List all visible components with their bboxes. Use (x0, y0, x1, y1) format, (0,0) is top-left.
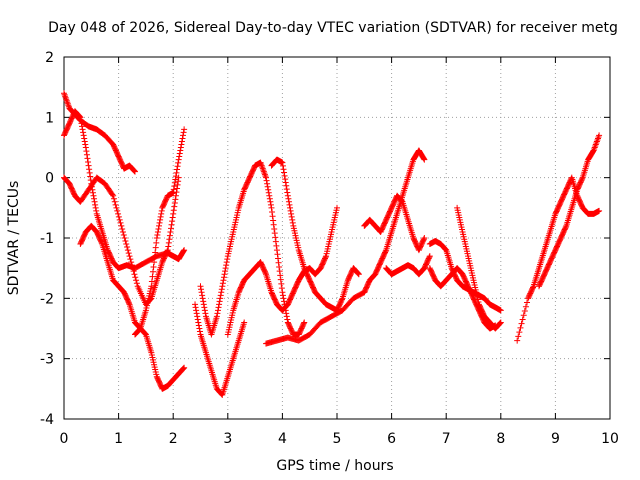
y-axis-label: SDTVAR / TECUs (6, 181, 22, 296)
series-pass-k (361, 147, 428, 296)
y-tick-label: 0 (45, 171, 54, 187)
series-pass-e (131, 126, 188, 338)
y-tick-label: -2 (40, 291, 54, 307)
series-pass-r (536, 132, 603, 290)
data-point-markers (197, 159, 308, 338)
x-tick-label: 1 (114, 431, 123, 447)
series-pass-p (454, 204, 504, 332)
data-point-markers (192, 301, 248, 398)
data-point-markers (454, 204, 504, 332)
y-tick-label: -1 (40, 231, 54, 247)
data-point-markers (514, 174, 603, 344)
data-point-markers (536, 132, 603, 290)
series-pass-h (224, 204, 340, 338)
x-tick-label: 10 (601, 431, 619, 447)
x-tick-label: 4 (278, 431, 287, 447)
data-point-markers (77, 222, 188, 392)
x-ticks: 0 1 2 3 4 5 6 7 8 9 10 (60, 57, 619, 447)
grid (64, 57, 610, 419)
x-tick-label: 3 (223, 431, 232, 447)
series-pass-l (361, 192, 428, 254)
y-tick-label: 1 (45, 110, 54, 126)
data-point-markers (383, 253, 433, 278)
data-point-markers (268, 156, 362, 314)
x-axis-label: GPS time / hours (276, 458, 393, 474)
y-tick-label: -3 (40, 352, 54, 368)
series-pass-m (383, 253, 433, 278)
x-tick-label: 8 (496, 431, 505, 447)
y-tick-label: 2 (45, 50, 54, 66)
x-tick-label: 6 (387, 431, 396, 447)
series-pass-a (61, 90, 138, 175)
data-point-markers (224, 204, 340, 338)
x-tick-label: 2 (169, 431, 178, 447)
series-pass-j (263, 289, 368, 347)
series-pass-d (77, 222, 188, 392)
series-pass-q (514, 174, 603, 344)
x-tick-label: 5 (333, 431, 342, 447)
data-point-markers (361, 147, 428, 296)
data-point-markers (131, 126, 188, 338)
series-pass-i (268, 156, 362, 314)
chart-title: Day 048 of 2026, Sidereal Day-to-day VTE… (48, 20, 618, 36)
series-pass-f (192, 301, 248, 398)
y-ticks: -4 -3 -2 -1 0 1 2 (40, 50, 610, 428)
data-point-markers (61, 90, 138, 175)
y-tick-label: -4 (40, 412, 54, 428)
x-tick-label: 7 (442, 431, 451, 447)
data-point-markers (263, 289, 368, 347)
data-point-markers (361, 192, 428, 254)
x-tick-label: 0 (60, 431, 69, 447)
x-tick-label: 9 (551, 431, 560, 447)
series-pass-g (197, 159, 308, 338)
data-series (61, 90, 603, 398)
